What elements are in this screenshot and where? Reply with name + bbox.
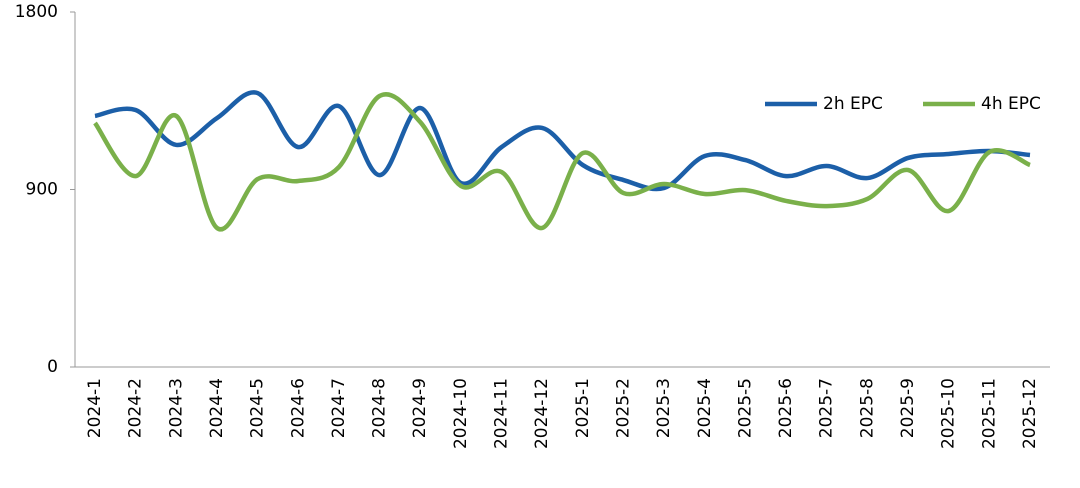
x-tick-label: 2025-10 <box>939 378 959 449</box>
x-tick-label: 2025-1 <box>573 378 593 438</box>
x-tick-label: 2025-8 <box>857 378 877 438</box>
x-tick-label: 2024-8 <box>370 378 390 438</box>
x-tick-label: 2024-4 <box>207 378 227 438</box>
x-tick-label: 2025-5 <box>735 378 755 438</box>
x-tick-label: 2025-6 <box>776 378 796 438</box>
x-tick-label: 2024-1 <box>85 378 105 438</box>
y-tick-label: 900 <box>26 180 58 200</box>
x-tick-label: 2025-11 <box>979 378 999 449</box>
x-tick-label: 2024-5 <box>248 378 268 438</box>
legend-label: 2h EPC <box>823 94 883 114</box>
x-tick-label: 2025-12 <box>1020 378 1040 449</box>
x-tick-label: 2025-7 <box>817 378 837 438</box>
x-tick-label: 2024-7 <box>329 378 349 438</box>
y-tick-label: 0 <box>47 357 58 377</box>
x-tick-label: 2025-4 <box>695 378 715 438</box>
y-tick-label: 1800 <box>15 2 58 22</box>
x-tick-label: 2024-6 <box>288 378 308 438</box>
x-tick-label: 2024-12 <box>532 378 552 449</box>
x-tick-label: 2024-3 <box>166 378 186 438</box>
x-tick-label: 2025-9 <box>898 378 918 438</box>
x-tick-label: 2025-2 <box>613 378 633 438</box>
x-tick-label: 2024-10 <box>451 378 471 449</box>
x-tick-label: 2024-11 <box>492 378 512 449</box>
legend-label: 4h EPC <box>981 94 1041 114</box>
x-tick-label: 2024-9 <box>410 378 430 438</box>
x-tick-label: 2025-3 <box>654 378 674 438</box>
x-tick-label: 2024-2 <box>126 378 146 438</box>
line-series <box>94 90 1031 192</box>
line-series <box>93 92 1031 232</box>
